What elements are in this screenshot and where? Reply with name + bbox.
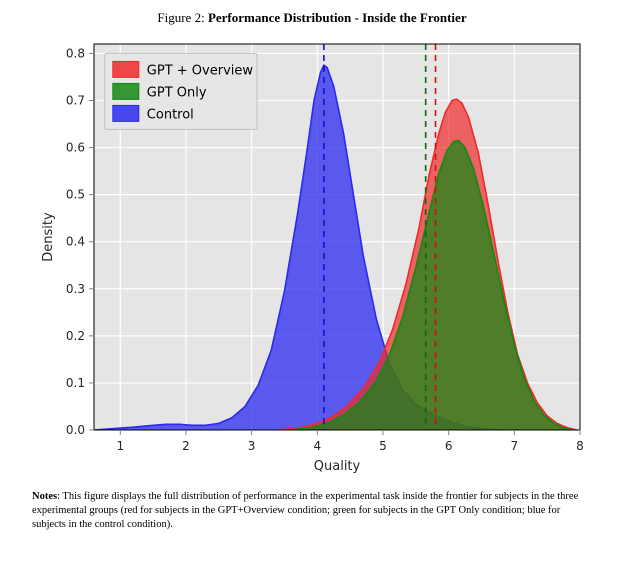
y-tick-label: 0.2 — [66, 329, 85, 343]
legend: GPT + Overview GPT Only Control — [105, 53, 257, 129]
legend-label: Control — [147, 107, 194, 122]
y-axis-label: Density — [41, 212, 56, 262]
notes-text: : This figure displays the full distribu… — [32, 491, 578, 530]
x-tick-label: 2 — [182, 439, 190, 453]
x-tick-label: 1 — [116, 439, 124, 453]
kde-chart: 1 2 3 4 5 6 7 8 0.0 0.1 0.2 0.3 0.4 0.5 0.6 0.7 0.8 Quali… — [32, 32, 592, 482]
x-tick-label: 8 — [576, 439, 584, 453]
y-tick-label: 0.7 — [66, 93, 85, 107]
notes-label: Notes — [32, 491, 57, 502]
y-tick-label: 0.0 — [66, 423, 85, 437]
y-tick-label: 0.1 — [66, 376, 85, 390]
figure-caption: Figure 2: Performance Distribution - Ins… — [0, 0, 624, 32]
x-axis-label: Quality — [314, 459, 361, 474]
legend-label: GPT Only — [147, 85, 207, 100]
x-tick-label: 4 — [313, 439, 321, 453]
y-tick-label: 0.8 — [66, 46, 85, 60]
x-tick-label: 3 — [248, 439, 256, 453]
y-axis: 0.0 0.1 0.2 0.3 0.4 0.5 0.6 0.7 0.8 — [66, 46, 94, 437]
y-tick-label: 0.6 — [66, 141, 85, 155]
figure-title: Performance Distribution - Inside the Fr… — [208, 10, 467, 25]
x-tick-label: 6 — [445, 439, 453, 453]
legend-label: GPT + Overview — [147, 63, 254, 78]
legend-swatch — [113, 61, 139, 77]
y-tick-label: 0.4 — [66, 235, 85, 249]
x-tick-label: 7 — [511, 439, 519, 453]
x-tick-label: 5 — [379, 439, 387, 453]
figure-notes: Notes: This figure displays the full dis… — [32, 490, 592, 533]
legend-swatch — [113, 105, 139, 121]
figure-number: Figure 2: — [157, 10, 204, 25]
x-axis: 1 2 3 4 5 6 7 8 — [116, 430, 583, 453]
legend-swatch — [113, 83, 139, 99]
y-tick-label: 0.3 — [66, 282, 85, 296]
chart-container: 1 2 3 4 5 6 7 8 0.0 0.1 0.2 0.3 0.4 0.5 0.6 0.7 0.8 Quali… — [32, 32, 592, 482]
y-tick-label: 0.5 — [66, 188, 85, 202]
